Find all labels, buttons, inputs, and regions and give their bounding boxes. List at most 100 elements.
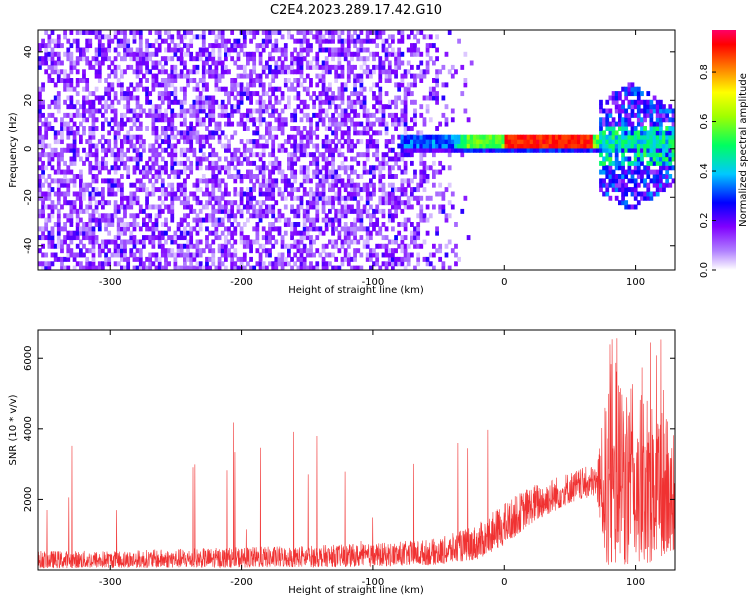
heatmap-cell	[372, 252, 376, 258]
heatmap-cell	[265, 91, 269, 97]
heatmap-cell	[101, 134, 105, 140]
heatmap-cell	[157, 174, 162, 179]
heatmap-cell	[246, 195, 250, 201]
heatmap-cell	[337, 208, 342, 214]
heatmap-cell	[614, 104, 619, 110]
heatmap-cell	[85, 230, 90, 236]
heatmap-cell	[63, 182, 67, 188]
heatmap-cell	[324, 165, 329, 171]
heatmap-cell	[324, 95, 329, 101]
heatmap-cell	[126, 222, 131, 227]
heatmap-cell	[469, 147, 474, 153]
heatmap-cell	[293, 139, 298, 145]
heatmap-cell	[249, 191, 253, 197]
heatmap-cell	[101, 204, 105, 210]
heatmap-cell	[438, 256, 443, 262]
heatmap-cell	[331, 230, 335, 236]
heatmap-cell	[176, 182, 181, 188]
heatmap-cell	[186, 134, 190, 140]
heatmap-cell	[334, 226, 339, 232]
heatmap-cell	[88, 213, 93, 219]
heatmap-cell	[167, 43, 171, 49]
snr-y-label: SNR (10 * v/v)	[8, 394, 19, 465]
heatmap-cell	[652, 182, 657, 188]
heatmap-cell	[183, 165, 187, 171]
heatmap-cell	[469, 60, 474, 66]
heatmap-cell	[164, 86, 168, 92]
heatmap-cell	[85, 78, 90, 83]
heatmap-cell	[116, 130, 121, 136]
heatmap-cell	[164, 261, 168, 267]
heatmap-cell	[53, 95, 58, 101]
heatmap-cell	[318, 108, 323, 114]
heatmap-cell	[274, 73, 279, 79]
heatmap-cell	[283, 43, 288, 49]
heatmap-cell	[387, 256, 392, 262]
heatmap-cell	[208, 191, 212, 197]
heatmap-cell	[293, 147, 298, 153]
heatmap-cell	[157, 261, 162, 267]
heatmap-cell	[72, 178, 77, 184]
heatmap-cell	[268, 152, 272, 158]
heatmap-cell	[403, 73, 408, 79]
heatmap-cell	[324, 86, 329, 92]
heatmap-cell	[346, 51, 351, 57]
heatmap-cell	[643, 152, 647, 158]
heatmap-cell	[290, 112, 294, 118]
heatmap-cell	[271, 134, 276, 140]
heatmap-cell	[239, 117, 244, 123]
heatmap-cell	[123, 51, 127, 57]
heatmap-cell	[328, 51, 332, 57]
heatmap-cell	[179, 182, 184, 188]
heatmap-cell	[321, 187, 326, 193]
heatmap-cell	[120, 86, 124, 92]
heatmap-cell	[498, 139, 502, 145]
heatmap-cell	[211, 187, 216, 193]
heatmap-cell	[444, 117, 449, 123]
heatmap-cell	[340, 86, 345, 92]
heatmap-cell	[432, 243, 436, 249]
heatmap-cell	[413, 47, 417, 53]
heatmap-cell	[157, 204, 162, 210]
heatmap-cell	[545, 134, 550, 140]
heatmap-cell	[66, 95, 71, 101]
heatmap-cell	[394, 208, 398, 214]
heatmap-cell	[274, 30, 279, 35]
heatmap-cell	[662, 182, 666, 188]
heatmap-cell	[69, 130, 74, 136]
heatmap-cell	[44, 143, 49, 149]
heatmap-cell	[340, 143, 345, 149]
heatmap-cell	[192, 182, 197, 188]
heatmap-cell	[337, 248, 342, 254]
heatmap-cell	[450, 64, 455, 70]
heatmap-cell	[340, 160, 345, 166]
heatmap-cell	[419, 51, 424, 57]
heatmap-cell	[101, 200, 105, 206]
heatmap-cell	[375, 95, 380, 101]
heatmap-cell	[413, 121, 417, 127]
heatmap-cell	[406, 60, 411, 66]
heatmap-cell	[274, 265, 279, 270]
heatmap-cell	[151, 126, 156, 131]
heatmap-cell	[659, 147, 663, 153]
heatmap-cell	[132, 117, 137, 123]
heatmap-cell	[44, 47, 49, 53]
heatmap-cell	[173, 126, 178, 131]
heatmap-cell	[312, 143, 316, 149]
heatmap-cell	[126, 256, 131, 262]
heatmap-cell	[186, 265, 190, 270]
heatmap-cell	[189, 252, 194, 258]
heatmap-cell	[428, 261, 433, 267]
heatmap-cell	[416, 64, 421, 70]
heatmap-cell	[227, 38, 231, 44]
heatmap-cell	[599, 99, 603, 105]
heatmap-cell	[75, 208, 80, 214]
heatmap-cell	[160, 230, 165, 236]
heatmap-cell	[211, 147, 216, 153]
heatmap-cell	[621, 143, 625, 149]
heatmap-cell	[85, 226, 90, 232]
heatmap-cell	[230, 208, 235, 214]
heatmap-cell	[387, 51, 392, 57]
heatmap-cell	[192, 130, 197, 136]
heatmap-cell	[56, 165, 61, 171]
